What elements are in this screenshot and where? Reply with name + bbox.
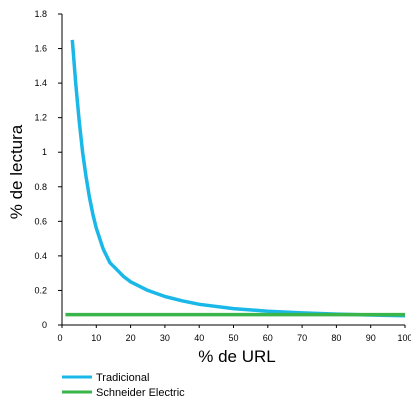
legend: Tradicional Schneider Electric	[62, 372, 185, 399]
y-tick-label: 1.6	[34, 44, 47, 54]
x-tick-label: 90	[366, 333, 376, 343]
series-line-tradicional	[70, 39, 406, 318]
y-tick-label: 1.8	[34, 9, 47, 19]
y-tick-label: 1.4	[34, 78, 47, 88]
x-ticks: 0 10 20 30 40 50 60 70 80 90 100	[57, 325, 411, 343]
legend-label: Schneider Electric	[96, 387, 185, 399]
x-tick-label: 70	[297, 333, 307, 343]
y-tick-label: 1	[42, 147, 47, 157]
x-axis-title: % de URL	[198, 347, 275, 366]
x-tick-label: 0	[57, 333, 62, 343]
x-tick-label: 80	[331, 333, 341, 343]
x-tick-label: 40	[194, 333, 204, 343]
x-tick-label: 50	[228, 333, 238, 343]
y-tick-label: 0.6	[34, 216, 47, 226]
x-tick-label: 100	[397, 333, 411, 343]
y-tick-label: 1.2	[34, 113, 47, 123]
y-tick-label: 0	[42, 320, 47, 330]
y-ticks: 0 0.2 0.4 0.6 0.8 1 1.2 1.4 1.6 1.8	[34, 9, 62, 330]
x-tick-label: 60	[263, 333, 273, 343]
y-tick-label: 0.4	[34, 251, 47, 261]
y-axis-title: % de lectura	[7, 124, 26, 219]
x-tick-label: 30	[160, 333, 170, 343]
x-tick-label: 10	[91, 333, 101, 343]
y-tick-label: 0.2	[34, 285, 47, 295]
legend-label: Tradicional	[96, 372, 149, 384]
plot-lines	[65, 39, 406, 318]
y-tick-label: 0.8	[34, 182, 47, 192]
x-tick-label: 20	[126, 333, 136, 343]
